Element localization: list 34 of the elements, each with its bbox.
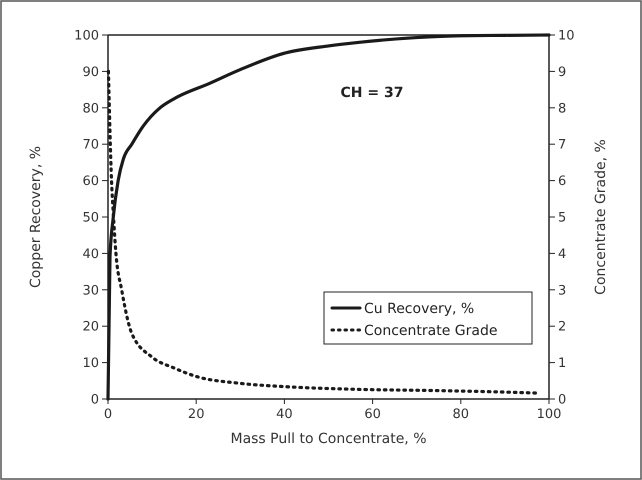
x-tick-label: 40 [276, 407, 293, 422]
y-tick-label: 10 [82, 356, 99, 372]
y2-axis-title: Concentrate Grade, % [593, 139, 609, 295]
y2-tick-label: 6 [558, 174, 566, 190]
legend-label: Cu Recovery, % [364, 301, 474, 317]
x-axis-title: Mass Pull to Concentrate, % [230, 431, 427, 447]
y-tick-label: 20 [82, 320, 99, 335]
y2-tick-label: 1 [558, 356, 566, 372]
x-tick-label: 100 [536, 407, 562, 422]
y2-tick-label: 4 [558, 246, 566, 262]
y2-tick-label: 2 [558, 320, 566, 335]
legend-label: Concentrate Grade [364, 323, 498, 339]
y-tick-label: 60 [82, 174, 99, 190]
y2-tick-label: 10 [558, 28, 575, 44]
y2-tick-label: 8 [558, 101, 566, 116]
y-tick-label: 90 [82, 64, 99, 80]
y-tick-label: 0 [90, 392, 99, 408]
x-tick-label: 60 [364, 407, 381, 422]
y-tick-label: 80 [82, 101, 99, 116]
y-tick-label: 30 [82, 283, 99, 298]
annotation: CH = 37 [340, 85, 404, 101]
y-tick-label: 50 [82, 210, 99, 226]
y-tick-label: 40 [82, 246, 99, 262]
x-tick-label: 20 [188, 407, 204, 422]
y2-tick-label: 5 [558, 210, 566, 226]
y-axis-title: Copper Recovery, % [28, 146, 44, 288]
x-tick-label: 0 [104, 407, 112, 422]
y2-tick-label: 0 [558, 392, 566, 408]
y-tick-label: 100 [74, 28, 99, 44]
y2-tick-label: 3 [558, 283, 566, 298]
y2-tick-label: 7 [558, 138, 566, 153]
y2-tick-label: 9 [558, 64, 566, 80]
y-tick-label: 70 [82, 138, 99, 153]
x-tick-label: 80 [452, 407, 470, 422]
